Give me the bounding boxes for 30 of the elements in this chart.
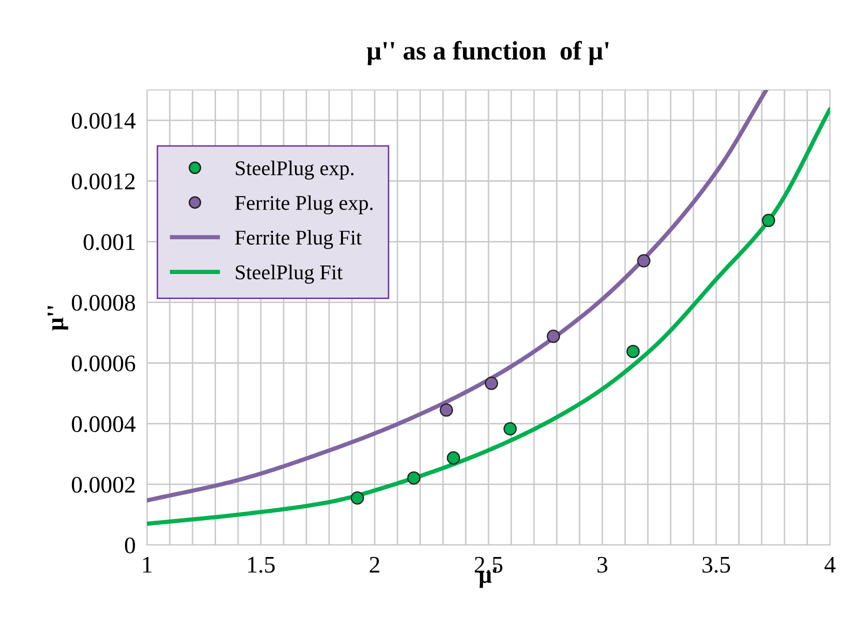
x-tick-label: 3.5	[702, 556, 730, 573]
y-tick-label: 0.0014	[72, 112, 136, 129]
point	[626, 344, 640, 358]
y-tick-label: 0.0002	[72, 476, 135, 493]
y-tick-label: 0.0006	[72, 355, 136, 372]
point	[762, 214, 776, 228]
y-tick-label: 0.0008	[72, 294, 135, 311]
x-tick-label: 3	[598, 556, 608, 573]
x-tick-label: 4	[824, 556, 836, 572]
point	[484, 376, 498, 390]
point	[440, 403, 454, 417]
x-tick-label: 1	[143, 556, 152, 572]
point	[407, 471, 420, 485]
x-tick-label: 1.5	[248, 556, 275, 573]
legend-label: Ferrite Plug exp.	[235, 195, 373, 214]
point	[350, 491, 364, 505]
y-tick-label: 0.001	[84, 234, 134, 250]
point	[503, 422, 517, 436]
legend-label: Ferrite Plug Fit	[235, 230, 362, 249]
y-tick-label: 0	[124, 537, 135, 554]
y-tick-label: 0.0004	[72, 416, 136, 432]
chart-title: μ'' as a function of μ'	[366, 40, 608, 66]
point	[546, 330, 560, 343]
point	[446, 451, 460, 465]
x-tick-label: 2	[370, 556, 380, 572]
legend-label: SteelPlug exp.	[236, 160, 354, 180]
y-tick-label: 0.0012	[72, 173, 135, 190]
point	[637, 254, 650, 268]
legend-label: SteelPlug Fit	[236, 264, 343, 284]
y-axis-title: μ''	[48, 306, 68, 330]
